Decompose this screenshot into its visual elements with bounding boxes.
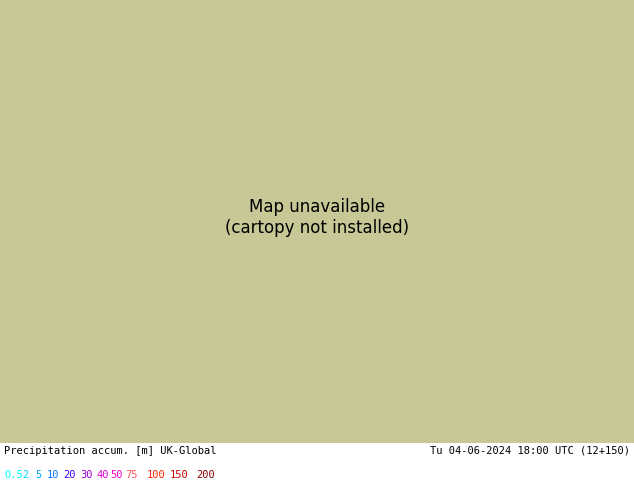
Text: Precipitation accum. [m] UK-Global: Precipitation accum. [m] UK-Global	[4, 446, 216, 456]
Text: Map unavailable
(cartopy not installed): Map unavailable (cartopy not installed)	[225, 198, 409, 237]
Text: 30: 30	[80, 470, 93, 480]
Text: Tu 04-06-2024 18:00 UTC (12+150): Tu 04-06-2024 18:00 UTC (12+150)	[430, 446, 630, 456]
Text: 75: 75	[125, 470, 138, 480]
Text: 200: 200	[196, 470, 215, 480]
Text: 10: 10	[47, 470, 60, 480]
Text: 20: 20	[63, 470, 75, 480]
Text: 100: 100	[147, 470, 165, 480]
Text: 5: 5	[35, 470, 41, 480]
Text: 0.5: 0.5	[4, 470, 23, 480]
Text: 150: 150	[170, 470, 189, 480]
Text: 40: 40	[96, 470, 108, 480]
Text: 50: 50	[110, 470, 122, 480]
Text: 2: 2	[22, 470, 29, 480]
